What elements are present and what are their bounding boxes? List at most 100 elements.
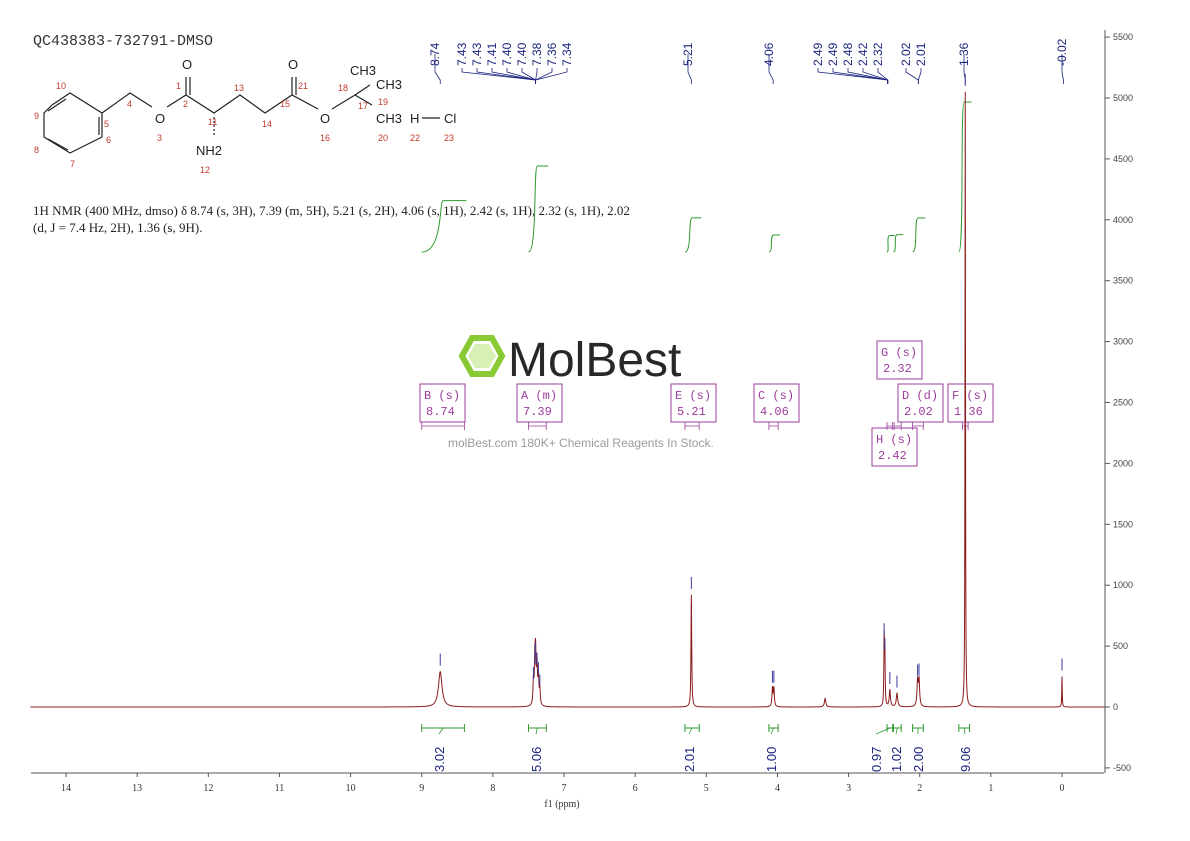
y-tick-label: 500 <box>1113 641 1128 651</box>
atom-number: 3 <box>157 133 162 143</box>
watermark-logo-text: MolBest <box>508 334 681 387</box>
multiplet-range <box>768 422 779 430</box>
nmr-summary: 1H NMR (400 MHz, dmso) δ 8.74 (s, 3H), 7… <box>33 203 630 235</box>
y-tick-label: 3500 <box>1113 276 1133 286</box>
atom-number: 7 <box>70 159 75 169</box>
multiplet-box <box>876 340 923 380</box>
integral-curve <box>886 235 895 253</box>
multiplet-letter: F <box>952 389 959 403</box>
atom-number: 2 <box>183 99 188 109</box>
peak-label-connector <box>434 54 441 84</box>
x-axis-label: f1 (ppm) <box>544 799 579 810</box>
peak-label-connector <box>506 68 536 84</box>
atom-label: CH3 <box>350 63 376 78</box>
atom-number: 16 <box>320 133 330 143</box>
x-tick-label: 7 <box>562 783 567 794</box>
multiplet-shift: 8.74 <box>426 405 455 419</box>
multiplet-id: B (s) <box>424 389 460 403</box>
multiplet-box <box>947 383 994 423</box>
atom-label: O <box>320 111 330 126</box>
integral-leader <box>688 727 693 735</box>
atom-label: O <box>182 57 192 72</box>
y-tick-label: 2500 <box>1113 398 1133 408</box>
peak-shift-label: 7.40 <box>500 42 514 66</box>
multiplet-id: E (s) <box>675 389 711 403</box>
atom-label: O <box>288 57 298 72</box>
y-tick-label: 0 <box>1113 702 1118 712</box>
atom-number: 8 <box>34 145 39 155</box>
multiplet-shift: 1.36 <box>954 405 983 419</box>
atom-number: 10 <box>56 81 66 91</box>
multiplet-box <box>419 383 466 423</box>
multiplet-range <box>893 422 902 430</box>
integral-bracket <box>892 724 902 732</box>
atom-number: 18 <box>338 83 348 93</box>
peak-label-connector <box>687 54 692 84</box>
peak-shift-label: 7.40 <box>515 42 529 66</box>
multiplet-letter: H <box>876 433 883 447</box>
multiplet-range <box>684 422 700 430</box>
atom-number: 21 <box>298 81 308 91</box>
x-tick-label: 12 <box>203 783 213 794</box>
atom-number: 14 <box>262 119 272 129</box>
atom-number: 12 <box>200 165 210 175</box>
multiplet-type: s <box>974 389 981 403</box>
chemical-structure: O O CH3 CH3 CH3 O O NH2 H Cl 1 2 3 4 5 6… <box>34 57 456 175</box>
integral-curve <box>527 165 549 253</box>
multiplet-type: m <box>543 389 550 403</box>
peak-shift-label: 7.41 <box>485 42 499 66</box>
multiplet-type: d <box>924 389 931 403</box>
peak-label-connector <box>917 68 922 84</box>
peak-shift-label: 7.43 <box>470 42 484 66</box>
multiplet-box <box>897 383 944 423</box>
x-tick-label: 2 <box>917 783 922 794</box>
atom-number: 1 <box>176 81 181 91</box>
x-tick-label: 11 <box>275 783 285 794</box>
multiplet-type: s <box>898 433 905 447</box>
multiplet-shift: 7.39 <box>523 405 552 419</box>
integral-leader <box>438 727 444 735</box>
x-tick-label: 9 <box>419 783 424 794</box>
y-tick-label: -500 <box>1113 763 1131 773</box>
integral-bracket <box>886 724 894 732</box>
integral-curve <box>893 234 904 253</box>
multiplet-shift: 2.42 <box>878 449 907 463</box>
y-tick-label: 1000 <box>1113 580 1133 590</box>
y-tick-label: 5500 <box>1113 32 1133 42</box>
peak-label-connector <box>768 54 774 84</box>
peak-shift-label: 2.48 <box>841 42 855 66</box>
atom-number: 23 <box>444 133 454 143</box>
integral-value: 1.02 <box>889 747 904 772</box>
atom-number: 17 <box>358 101 368 111</box>
peak-label-connector <box>817 68 889 84</box>
peak-shift-label: 2.32 <box>871 42 885 66</box>
atom-number: 15 <box>280 99 290 109</box>
peak-shift-label: 7.34 <box>560 42 574 66</box>
peak-shift-label: 7.36 <box>545 42 559 66</box>
peak-label-connector <box>521 68 536 84</box>
integral-leader <box>963 727 966 735</box>
x-tick-label: 13 <box>132 783 142 794</box>
peak-shift-label: 7.43 <box>455 42 469 66</box>
atom-label: Cl <box>444 111 456 126</box>
atom-number: 4 <box>127 99 132 109</box>
y-tick-label: 5000 <box>1113 93 1133 103</box>
integral-bracket <box>768 724 779 732</box>
peak-label-connector <box>535 68 568 84</box>
integral-value: 5.06 <box>529 747 544 772</box>
atom-number: 13 <box>234 83 244 93</box>
multiplet-shift: 2.32 <box>883 362 912 376</box>
x-tick-label: 5 <box>704 783 709 794</box>
peak-shift-label: 2.01 <box>914 42 928 66</box>
multiplet-id: F (s) <box>952 389 988 403</box>
integral-value: 3.02 <box>432 747 447 772</box>
x-tick-label: 3 <box>846 783 851 794</box>
integral-value: 1.00 <box>764 747 779 772</box>
multiplet-type: s <box>697 389 704 403</box>
integral-curve <box>421 200 467 253</box>
multiplet-letter: D <box>902 389 909 403</box>
atom-number: 20 <box>378 133 388 143</box>
peak-label-connector <box>877 68 889 84</box>
atom-label: CH3 <box>376 111 402 126</box>
